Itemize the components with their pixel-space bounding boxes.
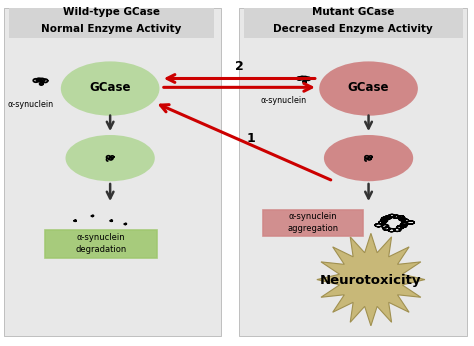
Text: Decreased Enzyme Activity: Decreased Enzyme Activity (273, 25, 433, 35)
Text: 1: 1 (247, 132, 255, 145)
Polygon shape (317, 233, 425, 326)
Text: α-synuclein
degradation: α-synuclein degradation (75, 234, 127, 254)
FancyBboxPatch shape (9, 8, 213, 38)
Text: GCase: GCase (90, 81, 131, 94)
FancyBboxPatch shape (45, 230, 157, 258)
Text: Neurotoxicity: Neurotoxicity (320, 274, 422, 287)
Text: GCase: GCase (348, 81, 389, 94)
Text: α-synuclein
aggregation: α-synuclein aggregation (288, 212, 339, 233)
Ellipse shape (65, 135, 155, 181)
Text: Wild-type GCase: Wild-type GCase (63, 7, 160, 17)
Text: 2: 2 (235, 60, 244, 73)
FancyBboxPatch shape (264, 210, 364, 236)
FancyBboxPatch shape (4, 8, 220, 336)
Text: Normal Enzyme Activity: Normal Enzyme Activity (41, 25, 181, 35)
Ellipse shape (61, 61, 159, 116)
FancyBboxPatch shape (244, 8, 463, 38)
Text: α-synuclein: α-synuclein (261, 96, 307, 105)
Text: Mutant GCase: Mutant GCase (312, 7, 394, 17)
FancyBboxPatch shape (239, 8, 467, 336)
Text: α-synuclein: α-synuclein (8, 100, 54, 109)
Ellipse shape (319, 61, 418, 116)
Ellipse shape (324, 135, 413, 181)
